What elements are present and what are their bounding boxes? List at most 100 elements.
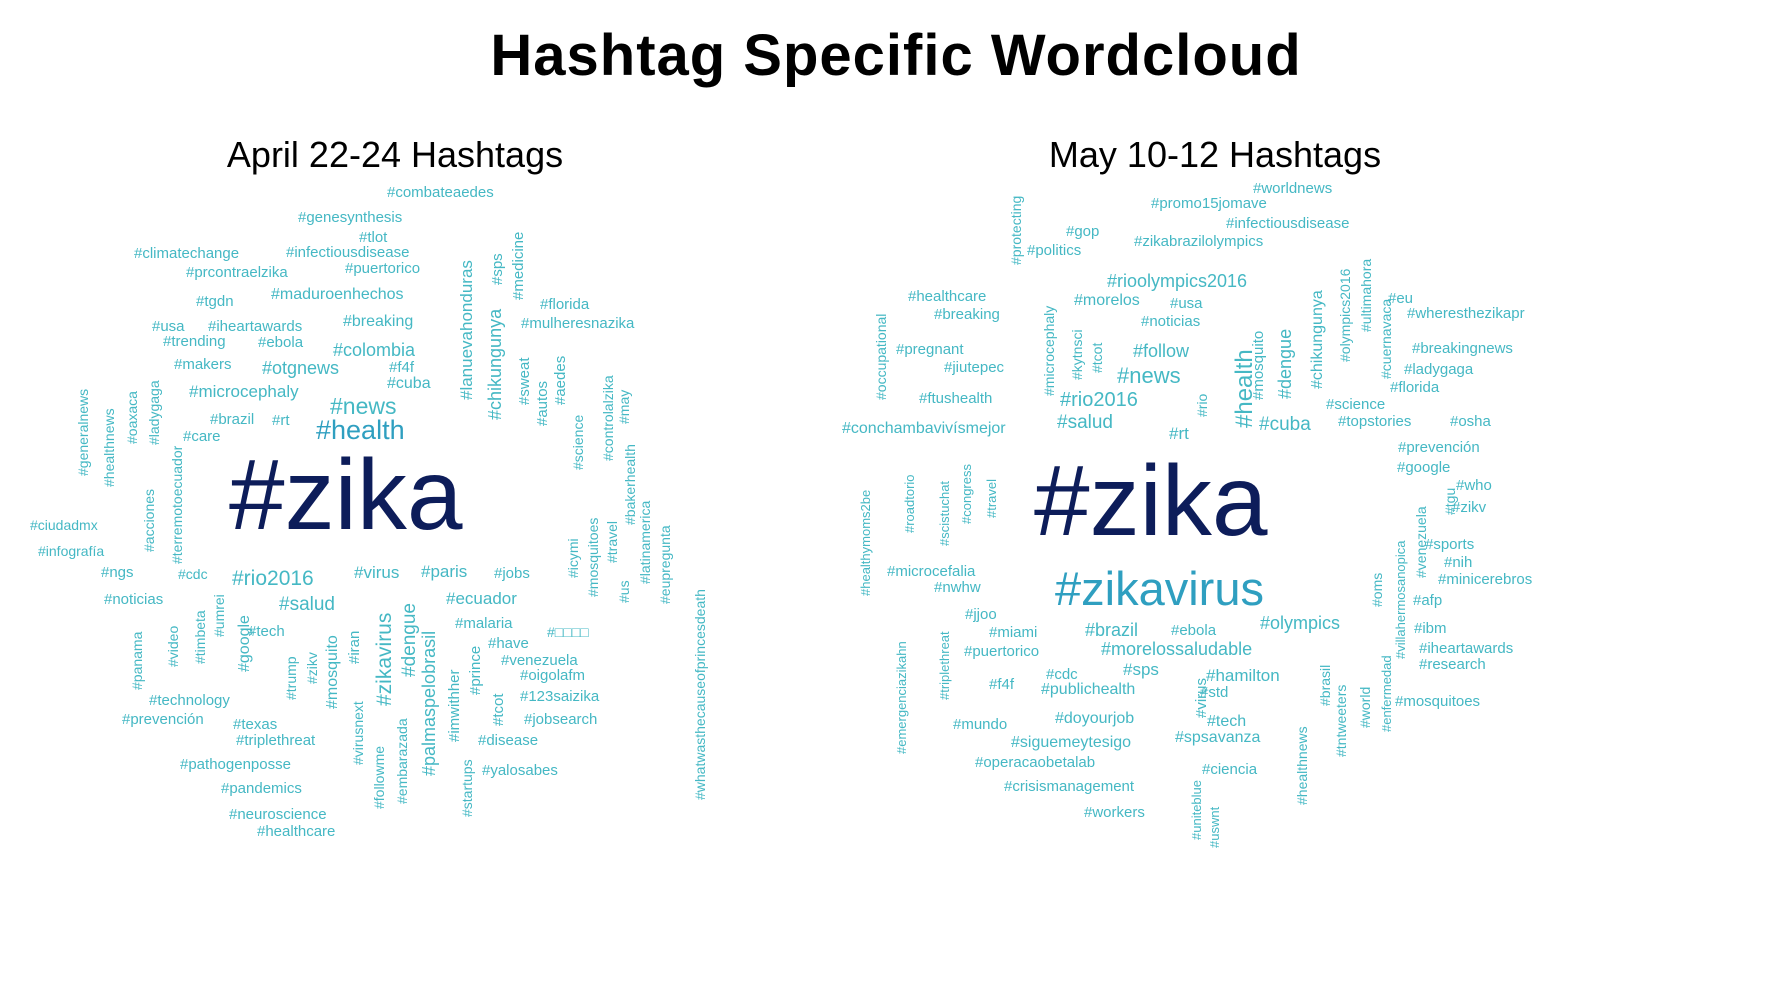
- hashtag-word: #disease: [478, 732, 539, 749]
- hashtag-word: #rt: [272, 412, 290, 429]
- hashtag-word: #rio2016: [232, 567, 314, 590]
- hashtag-word: #breakingnews: [1412, 340, 1513, 357]
- hashtag-word: #cuba: [387, 375, 431, 392]
- hashtag-word: #noticias: [104, 591, 164, 608]
- hashtag-word: #zika: [229, 439, 463, 551]
- hashtag-word: #jiutepec: [944, 359, 1005, 376]
- hashtag-word: #cuba: [1259, 414, 1311, 435]
- hashtag-word: #zikv: [1452, 499, 1487, 516]
- hashtag-word: #ladygaga: [1404, 361, 1474, 378]
- hashtag-word: #prcontraelzika: [186, 264, 288, 281]
- hashtag-word: #operacaobetalab: [975, 754, 1096, 771]
- hashtag-word: #jjoo: [965, 606, 997, 623]
- hashtag-word: #paris: [421, 562, 468, 581]
- hashtag-word: #otgnews: [262, 358, 340, 378]
- hashtag-word: #news: [1117, 363, 1181, 388]
- hashtag-word: #zikabrazilolympics: [1134, 233, 1264, 250]
- hashtag-word: #villahermosanopica: [1393, 540, 1408, 659]
- hashtag-word: #ciudadmx: [30, 517, 98, 533]
- hashtag-word: #healthcare: [908, 288, 987, 305]
- hashtag-word: #ebola: [1171, 622, 1217, 639]
- hashtag-word: #triplethreat: [937, 631, 952, 700]
- hashtag-word: #brazil: [210, 411, 255, 428]
- hashtag-word: #crisismanagement: [1004, 778, 1135, 795]
- hashtag-word: #cdc: [1046, 666, 1078, 683]
- hashtag-word: #f4f: [389, 359, 415, 376]
- hashtag-word: #world: [1357, 686, 1373, 728]
- panel-title-may: May 10-12 Hashtags: [1048, 134, 1382, 175]
- hashtag-word: #kytnsci: [1069, 329, 1085, 380]
- hashtag-word: #ultimahora: [1358, 258, 1374, 332]
- hashtag-word: #breaking: [934, 306, 1000, 323]
- hashtag-word: #workers: [1084, 804, 1145, 821]
- hashtag-word: #osha: [1450, 413, 1491, 430]
- hashtag-word: #oigolafm: [520, 667, 586, 684]
- hashtag-word: #conchambavivísmejor: [842, 420, 1006, 437]
- hashtag-word: #puertorico: [964, 643, 1040, 660]
- hashtag-word: #care: [183, 428, 221, 445]
- hashtag-word: #olympics: [1260, 613, 1341, 633]
- hashtag-word: #colombia: [333, 340, 416, 360]
- hashtag-word: #brazil: [1085, 620, 1139, 640]
- hashtag-word: #congress: [959, 464, 974, 524]
- hashtag-word: #123saizika: [520, 688, 600, 705]
- hashtag-word: #zikavirus: [1055, 562, 1264, 615]
- hashtag-word: #healthnews: [1294, 726, 1310, 805]
- hashtag-word: #tech: [1207, 713, 1247, 730]
- hashtag-word: #std: [1200, 684, 1229, 701]
- hashtag-word: #trending: [163, 333, 226, 350]
- hashtag-word: #spsavanza: [1175, 729, 1261, 746]
- hashtag-word: #mulheresnazika: [521, 315, 635, 332]
- hashtag-word: #gop: [1066, 223, 1100, 240]
- hashtag-word: #microcefalia: [887, 563, 976, 580]
- hashtag-word: #news: [330, 393, 397, 419]
- hashtag-word: #yalosabes: [482, 762, 558, 779]
- hashtag-word: #cdc: [178, 566, 208, 582]
- hashtag-word: #□□□□: [547, 624, 589, 640]
- hashtag-word: #protecting: [1008, 195, 1024, 265]
- hashtag-word: #travel: [984, 478, 999, 518]
- hashtag-word: #infectiousdisease: [286, 244, 410, 261]
- hashtag-word: #usa: [152, 318, 185, 335]
- hashtag-word: #roadtorio: [902, 474, 917, 533]
- hashtag-word: #infografía: [38, 543, 105, 559]
- panel-title-april: April 22-24 Hashtags: [226, 134, 564, 175]
- page-title: Hashtag Specific Wordcloud: [490, 23, 1302, 88]
- hashtag-word: #morelos: [1074, 292, 1140, 309]
- hashtag-word: #virus: [1193, 677, 1210, 718]
- hashtag-word: #triplethreat: [236, 732, 316, 749]
- hashtag-word: #nih: [1444, 554, 1473, 571]
- hashtag-word: #pandemics: [221, 780, 302, 797]
- hashtag-word: #tlot: [359, 229, 388, 246]
- hashtag-word: #mosquitoes: [1395, 693, 1481, 710]
- hashtag-word: #neuroscience: [229, 806, 327, 823]
- hashtag-word: #rt: [1169, 424, 1189, 443]
- hashtag-word: #oms: [1369, 572, 1385, 607]
- hashtag-word: #infectiousdisease: [1226, 215, 1350, 232]
- hashtag-word: #combateaedes: [387, 184, 494, 201]
- hashtag-word: #research: [1419, 656, 1486, 673]
- hashtag-word: #jobsearch: [524, 711, 598, 728]
- hashtag-word: #maduroenhechos: [271, 286, 404, 303]
- hashtag-word: #follow: [1133, 341, 1190, 361]
- hashtag-word: #minicerebros: [1438, 571, 1533, 588]
- hashtag-word: #pregnant: [896, 341, 964, 358]
- hashtag-word: #florida: [1390, 379, 1440, 396]
- hashtag-word: #mundo: [953, 716, 1008, 733]
- hashtag-word: #ibm: [1414, 620, 1447, 637]
- hashtag-word: #ecuador: [446, 589, 517, 608]
- hashtag-word: #who: [1456, 477, 1492, 494]
- hashtag-word: #zika: [1034, 445, 1268, 557]
- hashtag-word: #tcot: [1089, 342, 1105, 373]
- hashtag-word: #wheresthezikapr: [1407, 305, 1525, 322]
- hashtag-word: #afp: [1413, 592, 1443, 609]
- hashtag-word: #enfermedad: [1379, 655, 1394, 732]
- hashtag-word: #dengue: [1275, 328, 1295, 399]
- hashtag-word: #hamilton: [1206, 666, 1280, 685]
- hashtag-word: #usa: [1170, 295, 1203, 312]
- hashtag-word: #chikungunya: [1309, 290, 1326, 389]
- hashtag-word: #cuernavaca: [1378, 298, 1394, 379]
- hashtag-word: #breaking: [343, 313, 414, 330]
- hashtag-word: #genesynthesis: [298, 209, 403, 226]
- hashtag-word: #morelossaludable: [1101, 639, 1253, 659]
